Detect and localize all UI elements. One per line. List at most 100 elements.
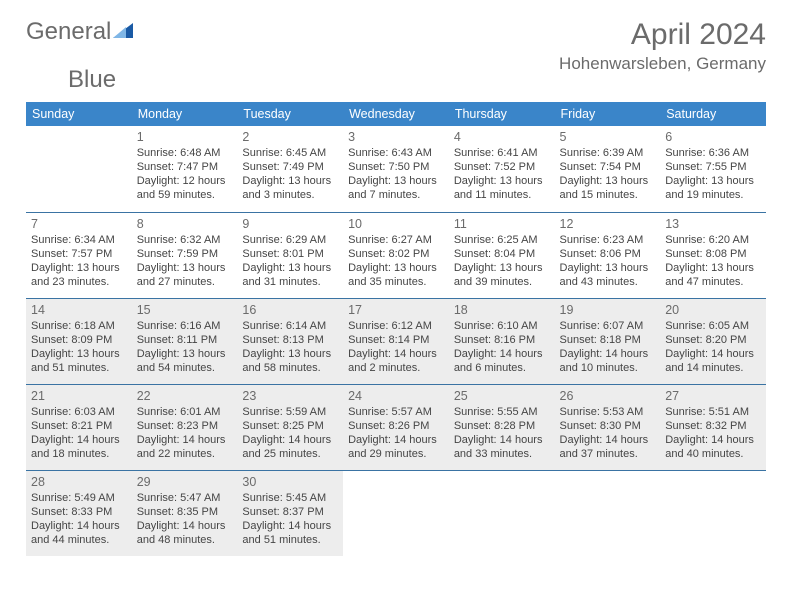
calendar-day-cell: 30Sunrise: 5:45 AMSunset: 8:37 PMDayligh… [237,470,343,556]
daylight-text: and 37 minutes. [560,447,656,461]
day-number: 20 [665,302,761,318]
sunset-text: Sunset: 8:13 PM [242,333,338,347]
calendar-day-cell: 19Sunrise: 6:07 AMSunset: 8:18 PMDayligh… [555,298,661,384]
day-number: 6 [665,129,761,145]
sunset-text: Sunset: 8:14 PM [348,333,444,347]
sunrise-text: Sunrise: 5:57 AM [348,405,444,419]
calendar-day-cell: 5Sunrise: 6:39 AMSunset: 7:54 PMDaylight… [555,126,661,212]
calendar-day-cell: 18Sunrise: 6:10 AMSunset: 8:16 PMDayligh… [449,298,555,384]
day-number: 7 [31,216,127,232]
day-number: 27 [665,388,761,404]
sunset-text: Sunset: 7:59 PM [137,247,233,261]
sunrise-text: Sunrise: 6:36 AM [665,146,761,160]
calendar-day-cell: 7Sunrise: 6:34 AMSunset: 7:57 PMDaylight… [26,212,132,298]
daylight-text: Daylight: 13 hours [137,261,233,275]
daylight-text: and 48 minutes. [137,533,233,547]
daylight-text: and 33 minutes. [454,447,550,461]
daylight-text: Daylight: 13 hours [242,261,338,275]
sunrise-text: Sunrise: 6:39 AM [560,146,656,160]
sunset-text: Sunset: 8:26 PM [348,419,444,433]
calendar-day-cell: 20Sunrise: 6:05 AMSunset: 8:20 PMDayligh… [660,298,766,384]
day-header: Saturday [660,102,766,126]
calendar-day-cell: 23Sunrise: 5:59 AMSunset: 8:25 PMDayligh… [237,384,343,470]
daylight-text: Daylight: 14 hours [454,433,550,447]
day-number: 9 [242,216,338,232]
sunset-text: Sunset: 8:30 PM [560,419,656,433]
daylight-text: Daylight: 14 hours [31,433,127,447]
sunset-text: Sunset: 8:09 PM [31,333,127,347]
calendar-day-cell: 15Sunrise: 6:16 AMSunset: 8:11 PMDayligh… [132,298,238,384]
calendar-day-cell: 11Sunrise: 6:25 AMSunset: 8:04 PMDayligh… [449,212,555,298]
calendar-day-cell [660,470,766,556]
daylight-text: Daylight: 13 hours [665,261,761,275]
month-title: April 2024 [559,18,766,52]
daylight-text: Daylight: 14 hours [560,433,656,447]
sunrise-text: Sunrise: 6:07 AM [560,319,656,333]
daylight-text: Daylight: 13 hours [560,174,656,188]
header-right: April 2024 Hohenwarsleben, Germany [559,18,766,74]
sunrise-text: Sunrise: 6:34 AM [31,233,127,247]
calendar-day-cell [343,470,449,556]
daylight-text: Daylight: 13 hours [31,347,127,361]
calendar-day-cell: 2Sunrise: 6:45 AMSunset: 7:49 PMDaylight… [237,126,343,212]
day-number: 21 [31,388,127,404]
sunrise-text: Sunrise: 6:16 AM [137,319,233,333]
calendar-week-row: 14Sunrise: 6:18 AMSunset: 8:09 PMDayligh… [26,298,766,384]
daylight-text: Daylight: 13 hours [454,261,550,275]
daylight-text: and 18 minutes. [31,447,127,461]
sunrise-text: Sunrise: 6:25 AM [454,233,550,247]
daylight-text: Daylight: 13 hours [137,347,233,361]
day-number: 25 [454,388,550,404]
sunset-text: Sunset: 8:11 PM [137,333,233,347]
sunset-text: Sunset: 7:52 PM [454,160,550,174]
daylight-text: and 51 minutes. [31,361,127,375]
calendar-day-cell: 22Sunrise: 6:01 AMSunset: 8:23 PMDayligh… [132,384,238,470]
daylight-text: and 51 minutes. [242,533,338,547]
sunset-text: Sunset: 8:35 PM [137,505,233,519]
calendar-week-row: 21Sunrise: 6:03 AMSunset: 8:21 PMDayligh… [26,384,766,470]
calendar-day-cell: 8Sunrise: 6:32 AMSunset: 7:59 PMDaylight… [132,212,238,298]
day-number: 18 [454,302,550,318]
sunset-text: Sunset: 7:54 PM [560,160,656,174]
daylight-text: Daylight: 13 hours [31,261,127,275]
sunrise-text: Sunrise: 6:03 AM [31,405,127,419]
daylight-text: Daylight: 13 hours [348,261,444,275]
daylight-text: and 3 minutes. [242,188,338,202]
day-header: Sunday [26,102,132,126]
calendar-day-cell: 29Sunrise: 5:47 AMSunset: 8:35 PMDayligh… [132,470,238,556]
sunset-text: Sunset: 8:32 PM [665,419,761,433]
daylight-text: and 58 minutes. [242,361,338,375]
daylight-text: and 47 minutes. [665,275,761,289]
day-number: 11 [454,216,550,232]
sunrise-text: Sunrise: 6:48 AM [137,146,233,160]
day-number: 16 [242,302,338,318]
day-number: 30 [242,474,338,490]
sunrise-text: Sunrise: 5:53 AM [560,405,656,419]
daylight-text: and 23 minutes. [31,275,127,289]
calendar-day-cell: 4Sunrise: 6:41 AMSunset: 7:52 PMDaylight… [449,126,555,212]
day-header: Wednesday [343,102,449,126]
sunrise-text: Sunrise: 6:27 AM [348,233,444,247]
daylight-text: Daylight: 13 hours [560,261,656,275]
daylight-text: Daylight: 13 hours [242,347,338,361]
daylight-text: and 15 minutes. [560,188,656,202]
calendar-day-cell: 17Sunrise: 6:12 AMSunset: 8:14 PMDayligh… [343,298,449,384]
daylight-text: and 54 minutes. [137,361,233,375]
day-header: Monday [132,102,238,126]
daylight-text: and 2 minutes. [348,361,444,375]
sunrise-text: Sunrise: 6:12 AM [348,319,444,333]
daylight-text: Daylight: 12 hours [137,174,233,188]
calendar-day-cell: 26Sunrise: 5:53 AMSunset: 8:30 PMDayligh… [555,384,661,470]
sunset-text: Sunset: 8:25 PM [242,419,338,433]
logo-text-1: General [26,18,111,46]
calendar-day-cell: 3Sunrise: 6:43 AMSunset: 7:50 PMDaylight… [343,126,449,212]
calendar-day-cell: 13Sunrise: 6:20 AMSunset: 8:08 PMDayligh… [660,212,766,298]
calendar-day-cell [555,470,661,556]
day-number: 14 [31,302,127,318]
day-header: Thursday [449,102,555,126]
daylight-text: Daylight: 14 hours [348,347,444,361]
calendar-day-cell: 6Sunrise: 6:36 AMSunset: 7:55 PMDaylight… [660,126,766,212]
logo-triangle-icon [113,18,133,46]
daylight-text: and 10 minutes. [560,361,656,375]
sunset-text: Sunset: 8:06 PM [560,247,656,261]
